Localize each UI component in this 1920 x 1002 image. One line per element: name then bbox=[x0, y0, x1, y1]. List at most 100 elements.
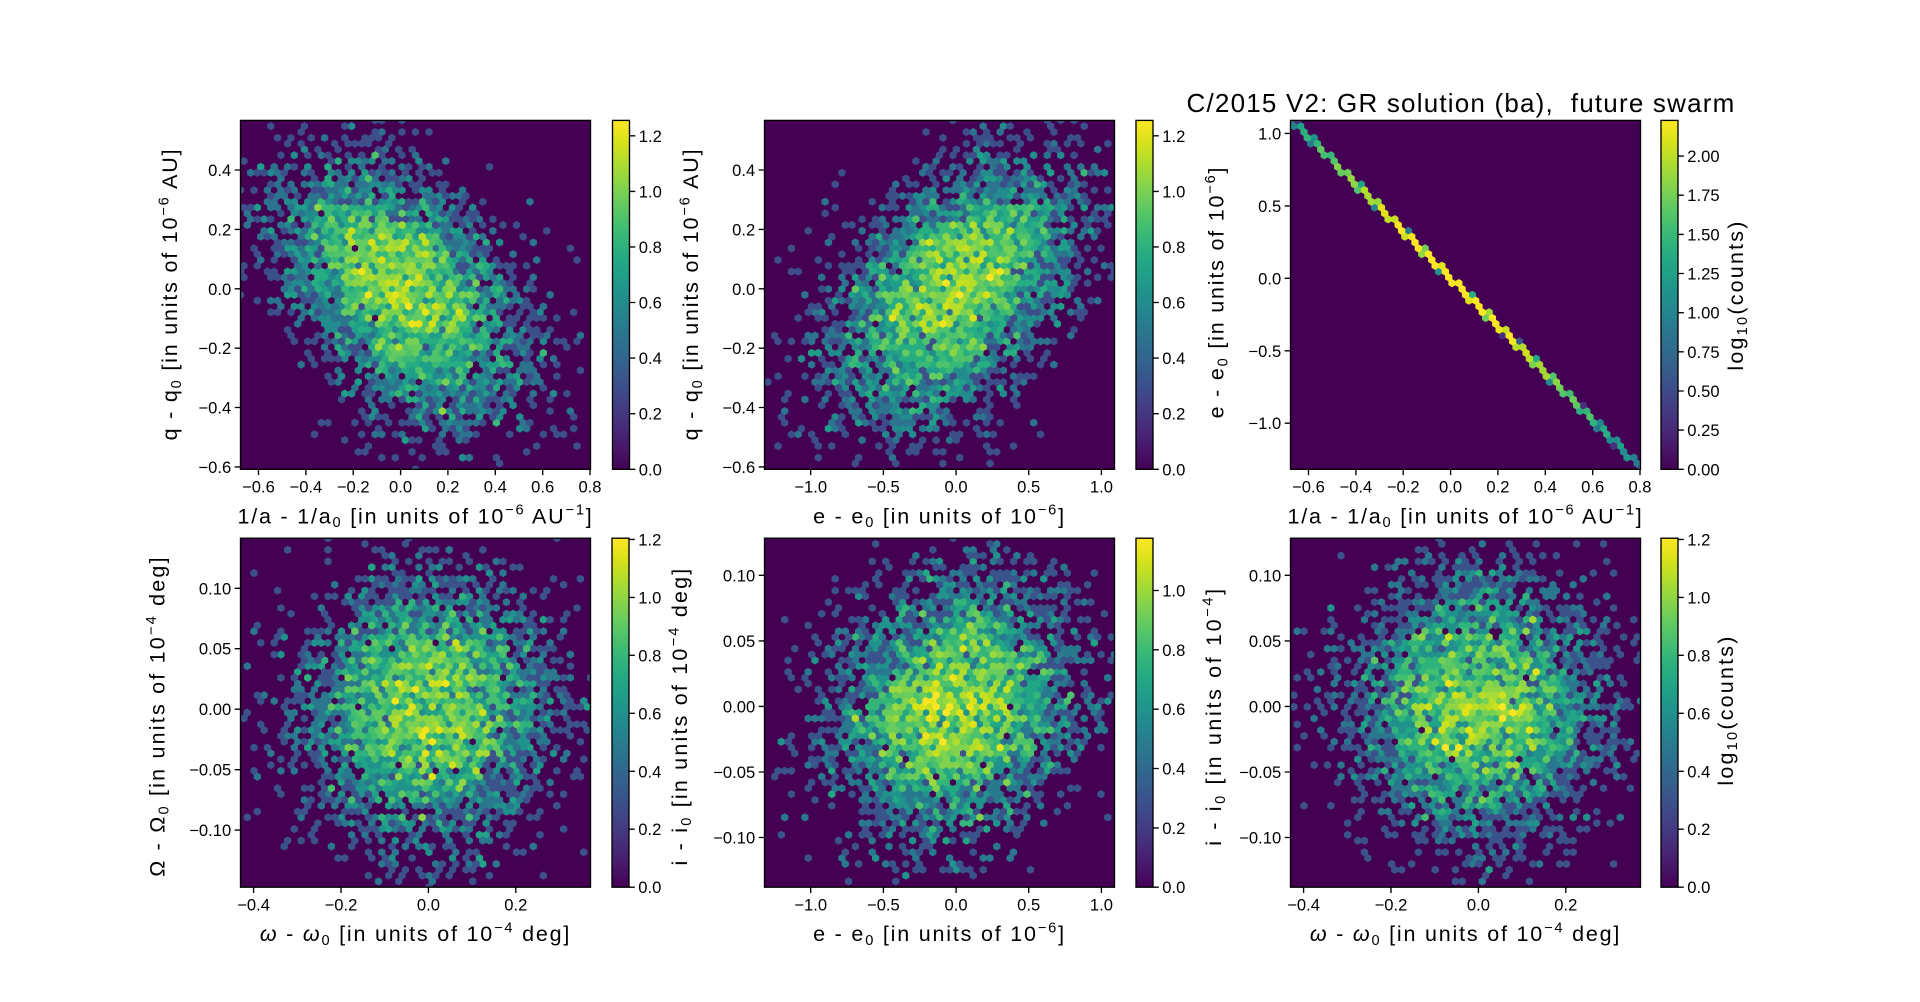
svg-text:log10(counts): log10(counts) bbox=[1714, 634, 1741, 785]
svg-text:1.2: 1.2 bbox=[1162, 127, 1185, 146]
svg-text:i - i0 [in units of 10−4 deg]: i - i0 [in units of 10−4 deg] bbox=[666, 567, 694, 866]
svg-text:0.6: 0.6 bbox=[1162, 700, 1185, 719]
svg-text:0.0: 0.0 bbox=[945, 478, 968, 497]
svg-text:log10(counts): log10(counts) bbox=[1724, 219, 1751, 370]
svg-text:0.0: 0.0 bbox=[208, 280, 231, 299]
svg-text:1.75: 1.75 bbox=[1687, 186, 1719, 205]
svg-text:0.6: 0.6 bbox=[1162, 294, 1185, 313]
svg-text:−0.6: −0.6 bbox=[722, 458, 755, 477]
svg-text:0.0: 0.0 bbox=[639, 460, 662, 479]
svg-text:1.00: 1.00 bbox=[1687, 304, 1719, 323]
svg-text:0.00: 0.00 bbox=[723, 697, 755, 716]
svg-text:0.0: 0.0 bbox=[1258, 269, 1281, 288]
svg-text:0.2: 0.2 bbox=[639, 405, 662, 424]
svg-text:1.0: 1.0 bbox=[1162, 182, 1185, 201]
svg-text:q - q0 [in units of 10−6 AU]: q - q0 [in units of 10−6 AU] bbox=[156, 148, 184, 441]
svg-text:−0.5: −0.5 bbox=[867, 478, 900, 497]
svg-text:0.0: 0.0 bbox=[1162, 460, 1185, 479]
svg-text:0.25: 0.25 bbox=[1687, 421, 1719, 440]
svg-text:−0.4: −0.4 bbox=[237, 895, 270, 914]
svg-text:Ω - Ω0 [in units of 10−4 deg]: Ω - Ω0 [in units of 10−4 deg] bbox=[144, 555, 172, 877]
svg-text:0.5: 0.5 bbox=[1017, 895, 1040, 914]
svg-text:−0.4: −0.4 bbox=[198, 399, 231, 418]
svg-text:−0.10: −0.10 bbox=[189, 821, 231, 840]
svg-text:−0.5: −0.5 bbox=[1248, 342, 1281, 361]
svg-text:0.05: 0.05 bbox=[723, 632, 755, 651]
svg-text:1/a - 1/a0 [in units of 10−6 A: 1/a - 1/a0 [in units of 10−6 AU−1] bbox=[1287, 503, 1643, 531]
svg-text:0.4: 0.4 bbox=[1162, 349, 1185, 368]
svg-text:0.0: 0.0 bbox=[638, 878, 661, 897]
svg-text:0.05: 0.05 bbox=[1249, 632, 1281, 651]
svg-text:1.0: 1.0 bbox=[1687, 588, 1710, 607]
svg-text:−0.4: −0.4 bbox=[1287, 895, 1320, 914]
svg-text:0.4: 0.4 bbox=[208, 161, 231, 180]
svg-text:−0.6: −0.6 bbox=[1292, 478, 1325, 497]
svg-text:ω - ω0 [in units of 10−4 deg]: ω - ω0 [in units of 10−4 deg] bbox=[260, 921, 571, 949]
svg-text:1.50: 1.50 bbox=[1687, 225, 1719, 244]
svg-text:0.5: 0.5 bbox=[1258, 197, 1281, 216]
svg-text:0.2: 0.2 bbox=[1554, 895, 1577, 914]
svg-text:1.0: 1.0 bbox=[1090, 478, 1113, 497]
svg-text:1.2: 1.2 bbox=[1687, 530, 1710, 549]
svg-text:−0.05: −0.05 bbox=[713, 763, 755, 782]
svg-text:0.8: 0.8 bbox=[578, 478, 601, 497]
svg-text:0.8: 0.8 bbox=[1162, 641, 1185, 660]
svg-text:0.8: 0.8 bbox=[638, 646, 661, 665]
svg-text:−0.2: −0.2 bbox=[722, 339, 755, 358]
svg-text:0.4: 0.4 bbox=[484, 478, 507, 497]
svg-text:−0.4: −0.4 bbox=[722, 399, 755, 418]
svg-text:0.8: 0.8 bbox=[639, 238, 662, 257]
svg-text:0.2: 0.2 bbox=[1486, 478, 1509, 497]
svg-text:0.6: 0.6 bbox=[531, 478, 554, 497]
svg-text:C/2015 V2: GR solution (ba),: C/2015 V2: GR solution (ba), future swar… bbox=[1187, 88, 1736, 118]
svg-text:0.8: 0.8 bbox=[1687, 646, 1710, 665]
svg-text:0.75: 0.75 bbox=[1687, 343, 1719, 362]
svg-text:0.10: 0.10 bbox=[1249, 566, 1281, 585]
svg-text:1.2: 1.2 bbox=[638, 530, 661, 549]
svg-text:0.0: 0.0 bbox=[945, 895, 968, 914]
svg-text:0.5: 0.5 bbox=[1017, 478, 1040, 497]
svg-text:−0.6: −0.6 bbox=[198, 458, 231, 477]
svg-text:−0.4: −0.4 bbox=[1340, 478, 1373, 497]
svg-text:−0.5: −0.5 bbox=[867, 895, 900, 914]
svg-text:−0.2: −0.2 bbox=[1375, 895, 1408, 914]
svg-text:0.4: 0.4 bbox=[1162, 760, 1185, 779]
svg-text:−1.0: −1.0 bbox=[794, 895, 827, 914]
svg-text:2.00: 2.00 bbox=[1687, 147, 1719, 166]
svg-text:0.0: 0.0 bbox=[1162, 878, 1185, 897]
svg-text:0.2: 0.2 bbox=[208, 220, 231, 239]
svg-text:0.0: 0.0 bbox=[1467, 895, 1490, 914]
svg-text:1.25: 1.25 bbox=[1687, 265, 1719, 284]
svg-text:1.0: 1.0 bbox=[638, 588, 661, 607]
svg-text:1/a - 1/a0 [in units of 10−6 A: 1/a - 1/a0 [in units of 10−6 AU−1] bbox=[237, 503, 593, 531]
svg-text:0.2: 0.2 bbox=[1687, 820, 1710, 839]
svg-text:0.4: 0.4 bbox=[638, 762, 661, 781]
svg-text:0.2: 0.2 bbox=[504, 895, 527, 914]
svg-text:0.0: 0.0 bbox=[732, 280, 755, 299]
svg-text:0.4: 0.4 bbox=[639, 349, 662, 368]
svg-text:0.2: 0.2 bbox=[436, 478, 459, 497]
svg-text:0.0: 0.0 bbox=[1439, 478, 1462, 497]
svg-text:0.6: 0.6 bbox=[639, 294, 662, 313]
svg-text:0.2: 0.2 bbox=[1162, 405, 1185, 424]
svg-text:0.0: 0.0 bbox=[1687, 878, 1710, 897]
svg-text:q - q0 [in units of 10−6 AU]: q - q0 [in units of 10−6 AU] bbox=[677, 148, 705, 441]
svg-text:1.0: 1.0 bbox=[1258, 124, 1281, 143]
svg-text:0.6: 0.6 bbox=[1687, 704, 1710, 723]
svg-text:0.10: 0.10 bbox=[199, 579, 231, 598]
svg-text:1.0: 1.0 bbox=[639, 182, 662, 201]
svg-text:−1.0: −1.0 bbox=[794, 478, 827, 497]
svg-text:−1.0: −1.0 bbox=[1248, 414, 1281, 433]
svg-text:1.2: 1.2 bbox=[639, 127, 662, 146]
svg-text:1.0: 1.0 bbox=[1090, 895, 1113, 914]
svg-text:−0.2: −0.2 bbox=[337, 478, 370, 497]
svg-text:0.4: 0.4 bbox=[1534, 478, 1557, 497]
svg-text:0.8: 0.8 bbox=[1628, 478, 1651, 497]
svg-text:0.10: 0.10 bbox=[723, 566, 755, 585]
svg-text:0.6: 0.6 bbox=[638, 704, 661, 723]
svg-text:0.4: 0.4 bbox=[732, 161, 755, 180]
svg-text:0.2: 0.2 bbox=[1162, 819, 1185, 838]
svg-text:0.2: 0.2 bbox=[638, 820, 661, 839]
svg-text:0.0: 0.0 bbox=[389, 478, 412, 497]
svg-text:−0.4: −0.4 bbox=[290, 478, 323, 497]
